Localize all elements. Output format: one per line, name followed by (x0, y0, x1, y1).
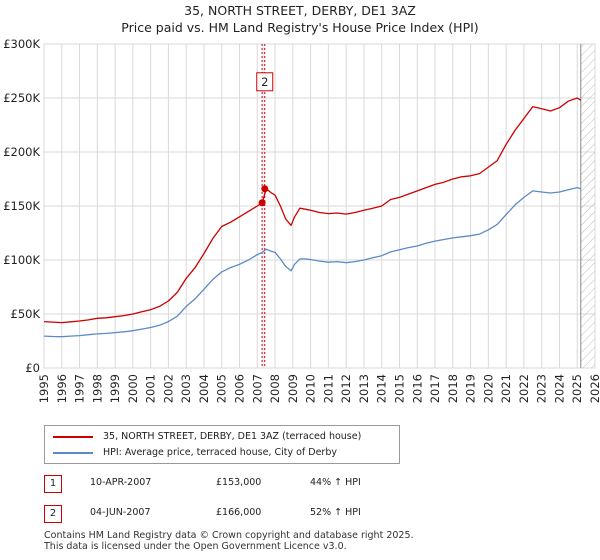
x-tick-label: 2024 (552, 374, 566, 403)
x-tick-label: 2006 (233, 374, 247, 403)
sale-number-badge: 2 (44, 505, 62, 523)
sale-row-1: 1 10-APR-2007 £153,000 44% ↑ HPI (44, 475, 564, 493)
sale-date: 10-APR-2007 (90, 477, 152, 488)
x-tick-label: 2012 (339, 374, 353, 403)
x-tick-label: 2026 (588, 374, 600, 403)
x-tick-label: 2016 (410, 374, 424, 403)
x-tick-label: 1998 (90, 374, 104, 403)
x-tick-label: 1995 (37, 374, 51, 403)
footer-line-2: This data is licensed under the Open Gov… (44, 541, 347, 552)
x-tick-label: 2007 (250, 374, 264, 403)
future-region (580, 44, 595, 368)
x-tick-label: 2022 (517, 374, 531, 403)
sale-point-1 (258, 199, 266, 207)
sale-price: £153,000 (216, 477, 262, 488)
chart-title: 35, NORTH STREET, DERBY, DE1 3AZ Price p… (0, 2, 600, 36)
sale-price: £166,000 (216, 507, 262, 518)
legend-swatch-property (53, 436, 93, 438)
x-tick-label: 2015 (392, 374, 406, 403)
title-line-2: Price paid vs. HM Land Registry's House … (121, 20, 479, 35)
y-tick-label: £0 (25, 361, 40, 375)
sale-row-2: 2 04-JUN-2007 £166,000 52% ↑ HPI (44, 505, 564, 523)
x-tick-label: 2010 (304, 374, 318, 403)
y-tick-label: £250K (3, 91, 40, 105)
annotation-label-2: 2 (261, 75, 268, 89)
title-line-1: 35, NORTH STREET, DERBY, DE1 3AZ (184, 3, 416, 18)
x-tick-label: 2001 (144, 374, 158, 403)
x-tick-label: 1999 (108, 374, 122, 403)
grid-lines (43, 43, 596, 369)
x-tick-label: 1996 (55, 374, 69, 403)
x-axis: 1995 1996 1997 1998 1999 2000 2001 2002 2003 2004… (37, 374, 600, 403)
legend: 35, NORTH STREET, DERBY, DE1 3AZ (terrac… (44, 425, 400, 464)
x-tick-label: 2023 (535, 374, 549, 403)
sale-date: 04-JUN-2007 (90, 507, 151, 518)
sale-number-badge: 1 (44, 475, 62, 493)
x-tick-label: 2003 (179, 374, 193, 403)
sale-markers: 2 (256, 72, 274, 207)
x-tick-label: 2002 (161, 374, 175, 403)
x-tick-label: 2000 (126, 374, 140, 403)
property-price-line (43, 97, 582, 324)
y-tick-label: £150K (3, 199, 40, 213)
x-tick-label: 2009 (286, 374, 300, 403)
x-tick-label: 2011 (321, 374, 335, 403)
legend-label-property: 35, NORTH STREET, DERBY, DE1 3AZ (terrac… (103, 431, 362, 442)
x-tick-label: 2020 (481, 374, 495, 403)
x-tick-label: 2017 (428, 374, 442, 403)
x-tick-label: 1997 (73, 374, 87, 403)
y-tick-label: £200K (3, 145, 40, 159)
footer-line-1: Contains HM Land Registry data © Crown c… (44, 530, 414, 541)
x-tick-label: 2019 (464, 374, 478, 403)
x-tick-label: 2008 (268, 374, 282, 403)
y-tick-label: £50K (11, 307, 41, 321)
price-chart: £0 £50K £100K £150K £200K £250K £300K 1995 1996… (3, 37, 600, 403)
legend-swatch-hpi (53, 452, 93, 454)
x-tick-label: 2013 (357, 374, 371, 403)
annotation-box-2 (256, 72, 274, 92)
x-tick-label: 2018 (446, 374, 460, 403)
sale-period-band (262, 44, 265, 368)
y-tick-label: £300K (3, 37, 40, 51)
sale-hpi-change: 44% ↑ HPI (310, 477, 361, 488)
hpi-line (43, 186, 581, 338)
footer-attribution: Contains HM Land Registry data © Crown c… (44, 530, 414, 552)
x-tick-label: 2004 (197, 374, 211, 403)
sale-point-2 (261, 185, 269, 193)
x-tick-label: 2021 (499, 374, 513, 403)
x-tick-label: 2025 (570, 374, 584, 403)
series-lines (43, 97, 582, 338)
sale-hpi-change: 52% ↑ HPI (310, 507, 361, 518)
x-tick-label: 2014 (375, 374, 389, 403)
legend-label-hpi: HPI: Average price, terraced house, City… (103, 447, 337, 458)
future-hatch (580, 44, 595, 368)
y-axis: £0 £50K £100K £150K £200K £250K £300K (3, 37, 40, 375)
x-tick-label: 2005 (215, 374, 229, 403)
y-tick-label: £100K (3, 253, 40, 267)
